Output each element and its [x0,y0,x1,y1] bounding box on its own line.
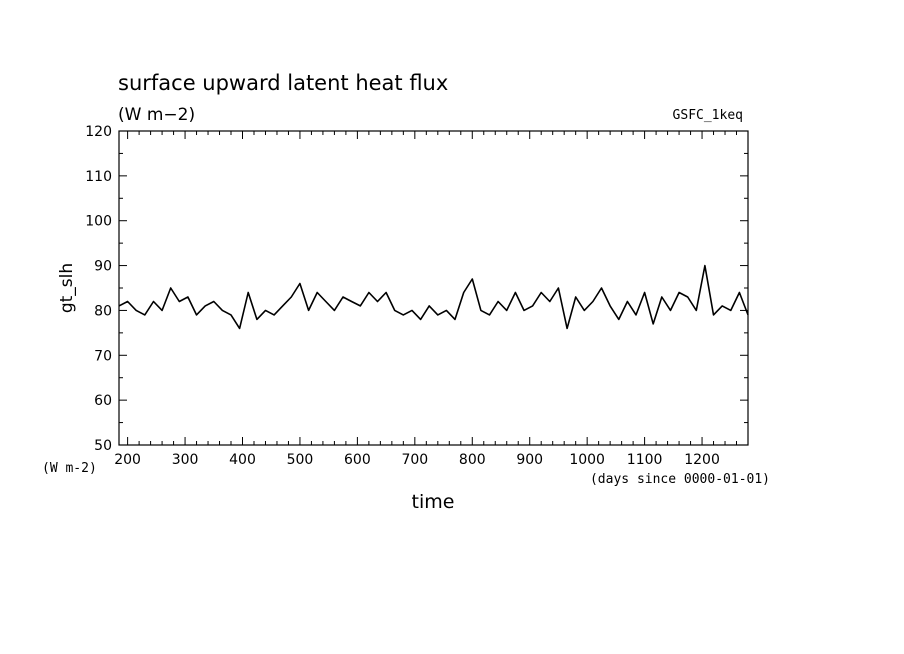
y-axis-label: gt_slh [57,263,77,313]
y-axis: 50 60 70 80 90 100 110 120 [85,124,748,454]
x-axis-label: time [412,491,455,513]
x-axis: 200 300 400 500 600 700 800 900 1000 1100 1200 [114,131,749,468]
y-tick-label: 100 [85,214,112,230]
chart-title: surface upward latent heat flux [118,71,448,95]
y-tick-label: 80 [94,303,112,319]
chart-subtitle: (W m−2) [118,105,195,125]
y-units-label: (W m-2) [42,461,97,476]
series-line [118,264,749,330]
x-tick-label: 700 [401,452,428,468]
y-tick-label: 50 [94,438,112,454]
x-tick-label: 1100 [627,452,663,468]
x-tick-label: 1000 [569,452,605,468]
y-tick-label: 120 [85,124,112,140]
x-units-label: (days since 0000-01-01) [590,472,770,487]
y-tick-label: 70 [94,348,112,364]
x-tick-label: 400 [229,452,256,468]
y-tick-label: 90 [94,259,112,275]
x-tick-label: 200 [114,452,141,468]
experiment-label: GSFC_1keq [673,108,743,123]
y-tick-label: 110 [85,169,112,185]
x-tick-label: 500 [287,452,314,468]
plot-frame [118,130,749,446]
x-tick-label: 300 [172,452,199,468]
x-tick-label: 600 [344,452,371,468]
x-tick-label: 900 [516,452,543,468]
y-tick-label: 60 [94,393,112,409]
x-tick-label: 800 [459,452,486,468]
x-tick-label: 1200 [684,452,720,468]
